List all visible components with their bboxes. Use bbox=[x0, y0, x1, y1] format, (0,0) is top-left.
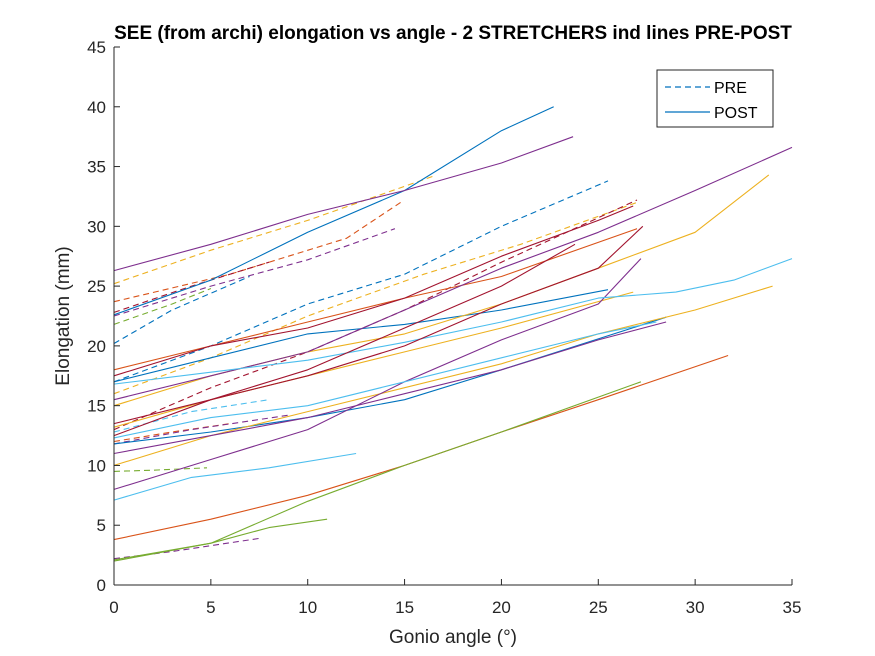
series-line-post-23 bbox=[113, 136, 574, 272]
x-axis-label: Gonio angle (°) bbox=[389, 627, 517, 648]
series-line-post-33 bbox=[113, 243, 576, 437]
legend-box bbox=[656, 69, 774, 128]
series-line-post-29 bbox=[113, 452, 357, 501]
y-tick-label: 35 bbox=[87, 158, 106, 177]
x-tick-label: 0 bbox=[109, 598, 118, 617]
y-tick-label: 40 bbox=[87, 98, 106, 117]
y-tick-label: 10 bbox=[87, 456, 106, 475]
series-line-post-22 bbox=[113, 291, 634, 428]
series-line-pre-11 bbox=[113, 467, 208, 472]
y-tick-label: 15 bbox=[87, 397, 106, 416]
y-axis-label: Elongation (mm) bbox=[53, 246, 74, 385]
series-line-pre-1 bbox=[113, 275, 250, 344]
x-tick-label: 30 bbox=[686, 598, 705, 617]
series-line-post-24 bbox=[113, 146, 793, 401]
series-line-post-20 bbox=[113, 285, 773, 466]
series-line-post-28 bbox=[113, 518, 328, 561]
series-line-post-30 bbox=[113, 321, 657, 439]
y-axis-ticks: 0 5 10 15 20 25 30 35 40 45 bbox=[87, 38, 120, 595]
series-line-pre-10 bbox=[113, 287, 212, 325]
series-line-pre-9 bbox=[113, 414, 289, 445]
series-line-post-31 bbox=[113, 258, 793, 385]
x-tick-label: 5 bbox=[206, 598, 215, 617]
series-line-pre-5 bbox=[113, 175, 434, 285]
series-line-pre-6 bbox=[113, 201, 638, 395]
x-axis-ticks: 0 5 10 15 20 25 30 35 bbox=[109, 579, 801, 617]
x-tick-label: 20 bbox=[492, 598, 511, 617]
x-tick-label: 25 bbox=[589, 598, 608, 617]
series-line-post-32 bbox=[113, 205, 634, 377]
series-layer bbox=[113, 106, 793, 562]
series-line-post-15 bbox=[113, 106, 554, 316]
series-line-pre-7 bbox=[113, 228, 396, 317]
legend-post-label: POST bbox=[714, 105, 758, 122]
series-line-post-25 bbox=[113, 321, 667, 455]
x-tick-label: 35 bbox=[783, 598, 802, 617]
x-tick-label: 15 bbox=[395, 598, 414, 617]
y-tick-label: 45 bbox=[87, 38, 106, 57]
series-line-pre-13 bbox=[113, 261, 270, 313]
y-tick-label: 30 bbox=[87, 217, 106, 236]
series-line-pre-3 bbox=[113, 201, 402, 303]
legend-pre-label: PRE bbox=[714, 80, 747, 97]
series-line-post-16 bbox=[113, 289, 609, 383]
legend: PRE POST bbox=[656, 69, 774, 128]
y-tick-label: 0 bbox=[97, 576, 106, 595]
plot-area: 0 5 10 15 20 25 30 35 0 5 10 15 20 25 30 35 40 45 bbox=[87, 38, 801, 617]
axes-background bbox=[114, 47, 792, 585]
chart-title: SEE (from archi) elongation vs angle - 2… bbox=[114, 23, 792, 44]
x-tick-label: 10 bbox=[298, 598, 317, 617]
series-line-post-19 bbox=[113, 228, 638, 371]
y-tick-label: 5 bbox=[97, 516, 106, 535]
series-line-post-34 bbox=[113, 225, 644, 425]
series-line-pre-12 bbox=[113, 399, 270, 433]
y-tick-label: 20 bbox=[87, 337, 106, 356]
y-tick-label: 25 bbox=[87, 277, 106, 296]
